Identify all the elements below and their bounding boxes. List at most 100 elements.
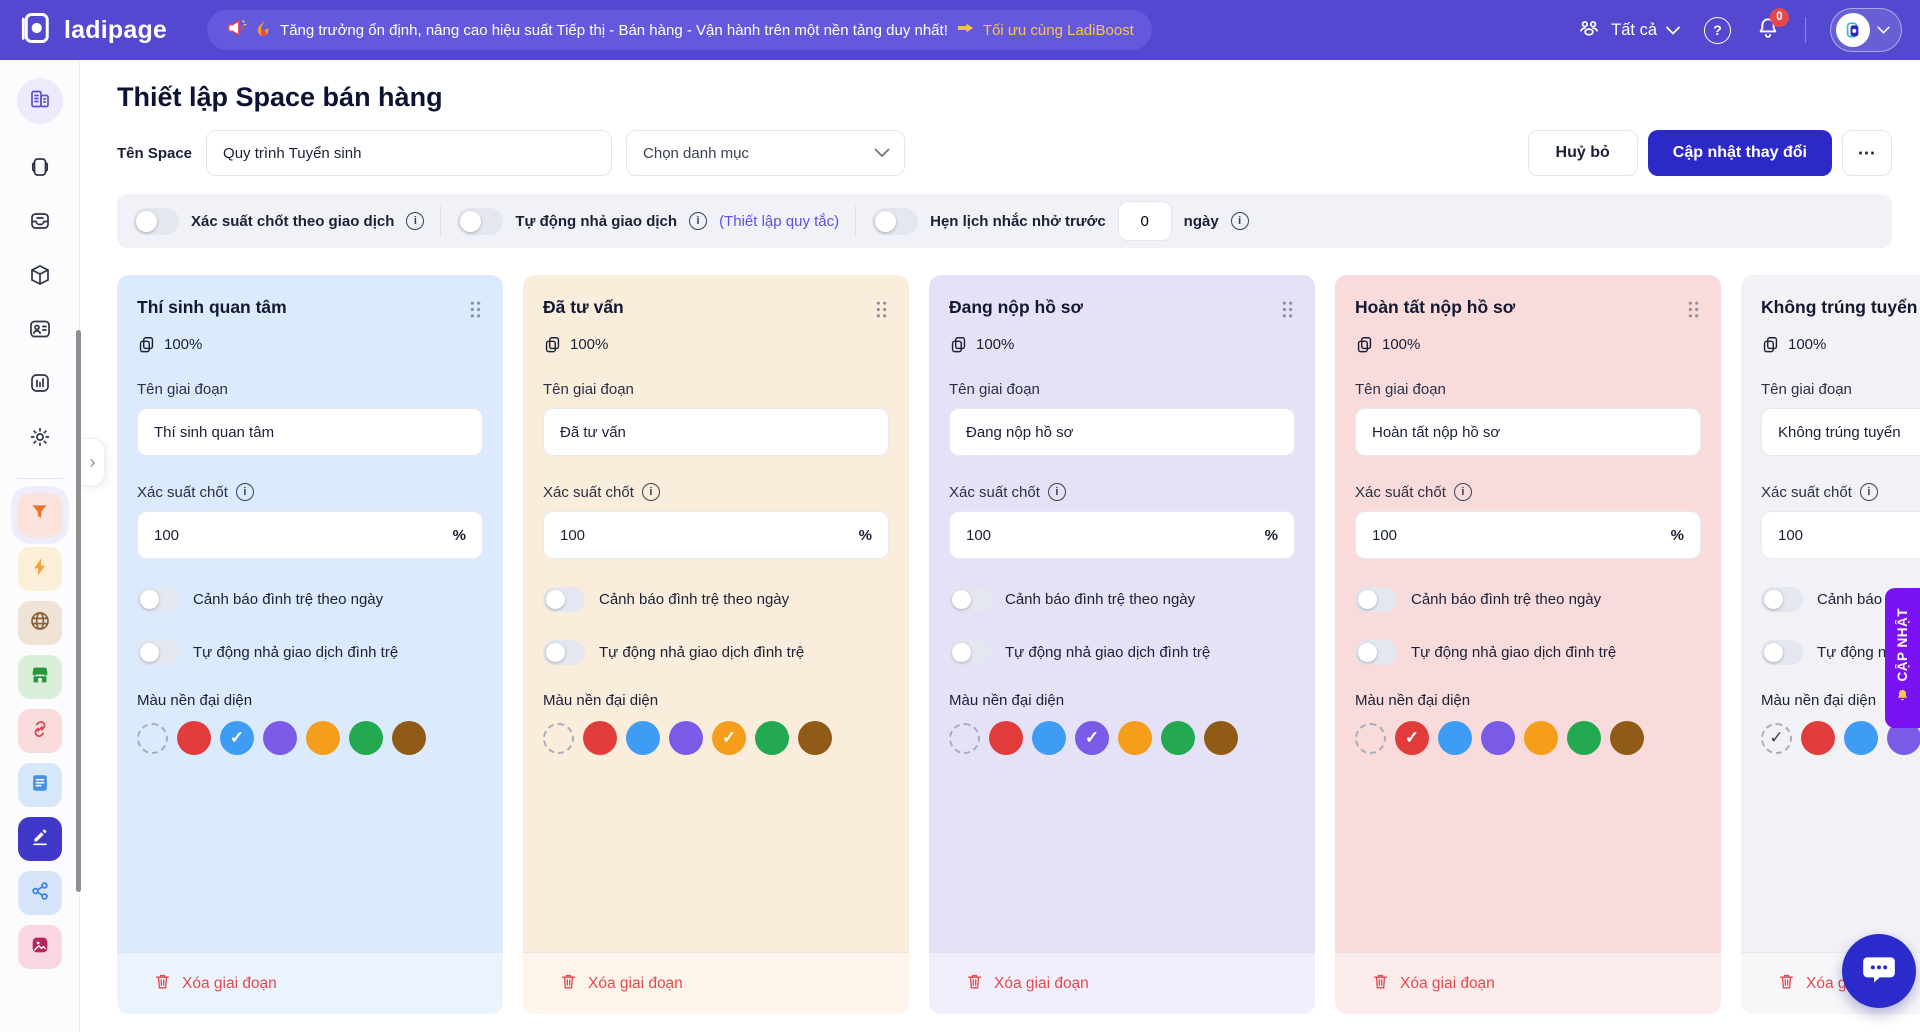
color-swatch-blue[interactable] [626,721,660,755]
sidebar-item-inbox[interactable] [17,200,63,246]
info-icon[interactable] [689,212,708,230]
color-swatch-red[interactable] [1395,721,1429,755]
color-swatch-green[interactable] [1567,721,1601,755]
reminder-days-input[interactable] [1117,201,1172,241]
color-swatch-none[interactable] [137,722,168,754]
color-swatch-blue[interactable] [1032,721,1066,755]
sidebar-expand-handle[interactable] [81,438,105,486]
color-swatch-red[interactable] [989,721,1023,755]
probability-per-deal-toggle[interactable] [133,207,179,235]
color-swatch-brown[interactable] [798,721,832,755]
auto-release-stalled-toggle[interactable] [543,640,585,665]
space-name-input[interactable] [206,130,613,176]
copy-icon[interactable] [1355,335,1374,354]
sidebar-app-document[interactable] [17,763,62,807]
color-swatch-brown[interactable] [1610,721,1644,755]
color-swatch-brown[interactable] [1204,721,1238,755]
color-swatch-purple[interactable] [263,721,297,755]
update-button[interactable]: Cập nhật thay đổi [1647,130,1832,176]
chat-widget-button[interactable] [1842,934,1916,1008]
color-swatch-brown[interactable] [392,721,426,755]
color-swatch-orange[interactable] [1118,721,1152,755]
info-icon[interactable] [1230,212,1249,230]
color-swatch-red[interactable] [583,721,617,755]
color-swatch-orange[interactable] [1524,721,1558,755]
probability-input[interactable]: 100% [543,511,889,559]
color-swatch-purple[interactable] [1481,721,1515,755]
copy-icon[interactable] [1761,335,1780,354]
auto-release-toggle[interactable] [457,207,504,235]
drag-handle-icon[interactable] [874,300,889,324]
sidebar-app-globe[interactable] [17,601,62,645]
banner-link[interactable]: Tối ưu cùng LadiBoost [982,21,1134,39]
color-swatch-orange[interactable] [712,721,746,755]
reminder-toggle[interactable] [872,207,919,235]
color-swatch-orange[interactable] [306,721,340,755]
color-swatch-purple[interactable] [1075,721,1109,755]
stall-warning-toggle[interactable] [1355,587,1397,612]
sidebar-item-package[interactable] [17,254,63,300]
color-swatch-green[interactable] [349,721,383,755]
info-icon[interactable] [1859,483,1878,501]
color-swatch-none[interactable] [949,722,980,754]
stage-name-input[interactable] [543,408,889,456]
probability-input[interactable]: 100% [137,511,483,559]
sidebar-item-reports[interactable] [17,362,63,408]
color-swatch-blue[interactable] [1438,721,1472,755]
stage-name-input[interactable] [137,408,483,456]
stage-name-input[interactable] [949,408,1295,456]
copy-icon[interactable] [949,335,968,354]
stage-name-input[interactable] [1761,408,1920,456]
sidebar-app-link[interactable] [17,709,62,753]
delete-stage-button[interactable]: Xóa giai đoạn [117,952,503,1014]
auto-release-stalled-toggle[interactable] [1761,640,1803,665]
update-ribbon[interactable]: CẬP NHẬT [1885,588,1920,728]
stall-warning-toggle[interactable] [543,587,585,612]
sidebar-app-image[interactable] [17,925,62,969]
sidebar-app-share[interactable] [17,871,62,915]
color-swatch-red[interactable] [1801,721,1835,755]
probability-input[interactable]: 100% [1355,511,1701,559]
info-icon[interactable] [1047,483,1066,501]
probability-input[interactable]: 100% [949,511,1295,559]
drag-handle-icon[interactable] [468,300,483,324]
info-icon[interactable] [641,483,660,501]
sidebar-app-bolt[interactable] [17,547,62,591]
delete-stage-button[interactable]: Xóa giai đoạn [523,952,909,1014]
auto-release-stalled-toggle[interactable] [137,640,179,665]
color-swatch-none[interactable] [543,722,574,754]
more-options-button[interactable]: ⋯ [1842,130,1892,176]
help-icon[interactable] [1704,16,1731,44]
account-menu[interactable] [1830,8,1902,52]
sidebar-app-store[interactable] [17,655,62,699]
stall-warning-toggle[interactable] [1761,587,1803,612]
setup-rules-link[interactable]: (Thiết lập quy tắc) [719,212,840,230]
info-icon[interactable] [1453,483,1472,501]
sidebar-app-edit[interactable] [17,817,62,861]
stage-name-input[interactable] [1355,408,1701,456]
stall-warning-toggle[interactable] [137,587,179,612]
color-swatch-blue[interactable] [220,721,254,755]
sidebar-item-company[interactable] [16,78,63,124]
sidebar-scrollbar[interactable] [76,330,81,892]
color-swatch-green[interactable] [755,721,789,755]
sidebar-app-funnel[interactable] [17,493,62,537]
logo[interactable]: ladipage [18,10,167,51]
sidebar-item-contacts[interactable] [17,308,63,354]
copy-icon[interactable] [137,335,156,354]
cancel-button[interactable]: Huỷ bỏ [1527,130,1638,176]
color-swatch-red[interactable] [177,721,211,755]
color-swatch-green[interactable] [1161,721,1195,755]
color-swatch-none[interactable] [1761,722,1792,754]
info-icon[interactable] [235,483,254,501]
sidebar-item-wallet[interactable] [17,146,63,192]
sidebar-item-settings[interactable] [17,416,63,462]
auto-release-stalled-toggle[interactable] [949,640,991,665]
stall-warning-toggle[interactable] [949,587,991,612]
info-icon[interactable] [406,212,425,230]
copy-icon[interactable] [543,335,562,354]
delete-stage-button[interactable]: Xóa giai đoạn [929,952,1315,1014]
notifications-button[interactable]: 0 [1755,7,1789,46]
workspace-selector[interactable]: Tất cả [1576,15,1680,46]
color-swatch-purple[interactable] [669,721,703,755]
